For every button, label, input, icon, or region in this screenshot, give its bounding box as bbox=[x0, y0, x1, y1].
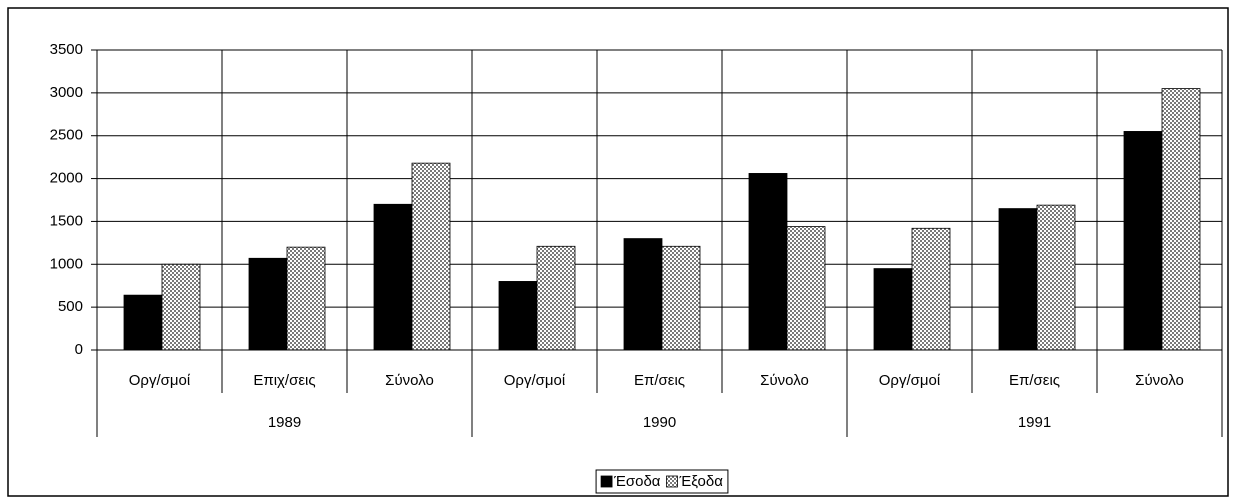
bar bbox=[286, 246, 326, 351]
y-tick-label: 0 bbox=[75, 341, 83, 358]
y-tick-label: 1000 bbox=[50, 255, 83, 272]
x-tick-label: Οργ/σμοί bbox=[879, 372, 941, 389]
bar bbox=[373, 203, 413, 351]
group-label: 1989 bbox=[268, 414, 301, 431]
bar bbox=[123, 294, 163, 351]
x-tick-label: Οργ/σμοί bbox=[129, 372, 191, 389]
bar bbox=[536, 245, 576, 351]
legend-swatch bbox=[666, 475, 678, 488]
bar bbox=[873, 268, 913, 351]
y-tick-label: 2500 bbox=[50, 127, 83, 144]
bar bbox=[1036, 204, 1076, 351]
bar bbox=[1123, 131, 1163, 351]
y-tick-label: 3000 bbox=[50, 84, 83, 101]
chart-frame bbox=[7, 7, 1229, 497]
x-tick-label: Σύνολο bbox=[385, 372, 434, 389]
x-tick-label: Επιχ/σεις bbox=[253, 372, 315, 389]
bar bbox=[748, 173, 788, 351]
bar bbox=[248, 257, 288, 351]
bar bbox=[623, 238, 663, 351]
legend-label: Έσοδα bbox=[613, 473, 661, 490]
y-tick-label: 1500 bbox=[50, 212, 83, 229]
x-tick-label: Επ/σεις bbox=[634, 372, 685, 389]
x-tick-label: Επ/σεις bbox=[1009, 372, 1060, 389]
bar bbox=[1161, 88, 1201, 351]
x-tick-label: Σύνολο bbox=[760, 372, 809, 389]
group-label: 1991 bbox=[1018, 414, 1051, 431]
bar bbox=[786, 226, 826, 351]
legend-box bbox=[595, 469, 729, 494]
y-tick-label: 2000 bbox=[50, 170, 83, 187]
x-tick-label: Οργ/σμοί bbox=[504, 372, 566, 389]
y-tick-label: 500 bbox=[58, 298, 83, 315]
x-tick-label: Σύνολο bbox=[1135, 372, 1184, 389]
legend: Έσοδα Έξοδα bbox=[595, 469, 729, 494]
legend-label: Έξοδα bbox=[678, 473, 723, 490]
legend-swatch bbox=[600, 475, 613, 488]
bar bbox=[498, 281, 538, 351]
bar bbox=[161, 263, 201, 351]
bar bbox=[911, 227, 951, 351]
bar bbox=[661, 245, 701, 351]
bar bbox=[998, 208, 1038, 351]
bar bbox=[411, 162, 451, 351]
group-label: 1990 bbox=[643, 414, 676, 431]
y-tick-label: 3500 bbox=[50, 41, 83, 58]
